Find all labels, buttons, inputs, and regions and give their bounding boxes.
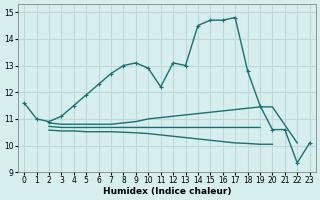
X-axis label: Humidex (Indice chaleur): Humidex (Indice chaleur) xyxy=(103,187,231,196)
